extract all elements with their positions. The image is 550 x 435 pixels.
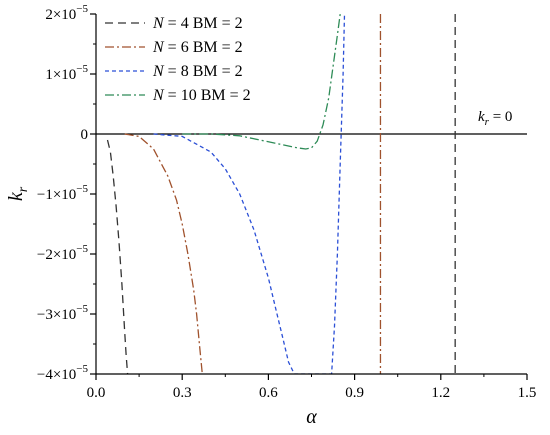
- legend-label-3: N = 8 BM = 2: [152, 63, 243, 80]
- series-line-2: [124, 133, 203, 374]
- y-tick-label: −1×10−5: [37, 183, 89, 203]
- series-line-1: [106, 139, 129, 374]
- x-tick-label: 0.3: [173, 385, 192, 401]
- y-axis-title: kr: [5, 186, 31, 201]
- y-tick-label: −4×10−5: [37, 363, 89, 383]
- y-tick-label: 1×10−5: [45, 63, 88, 83]
- y-tick-label: 2×10−5: [45, 3, 88, 23]
- plot-area: [96, 14, 527, 374]
- series-group: [96, 14, 527, 374]
- legend-label-2: N = 6 BM = 2: [152, 39, 243, 56]
- zero-line-annotation: kr = 0: [478, 109, 512, 128]
- x-tick-label: 1.5: [518, 385, 537, 401]
- y-tick-label: −3×10−5: [37, 303, 89, 323]
- legend: N = 4 BM = 2 N = 6 BM = 2 N = 8 BM = 2 N = …: [105, 15, 251, 104]
- axes: 0.0 0.3 0.6 0.9 1.2 1.5 2×10−5 1×10−5 0 −1×10−5 −2…: [5, 3, 536, 428]
- x-tick-label: 0.9: [345, 385, 364, 401]
- y-tick-label: −2×10−5: [37, 243, 89, 263]
- series-line-4: [182, 14, 341, 150]
- legend-label-1: N = 4 BM = 2: [152, 15, 243, 32]
- x-axis-title: α: [306, 406, 317, 428]
- y-tick-label: 0: [81, 127, 89, 143]
- x-tick-label: 1.2: [431, 385, 450, 401]
- x-tick-label: 0.6: [259, 385, 278, 401]
- legend-label-4: N = 10 BM = 2: [152, 87, 251, 104]
- x-tick-label: 0.0: [87, 385, 106, 401]
